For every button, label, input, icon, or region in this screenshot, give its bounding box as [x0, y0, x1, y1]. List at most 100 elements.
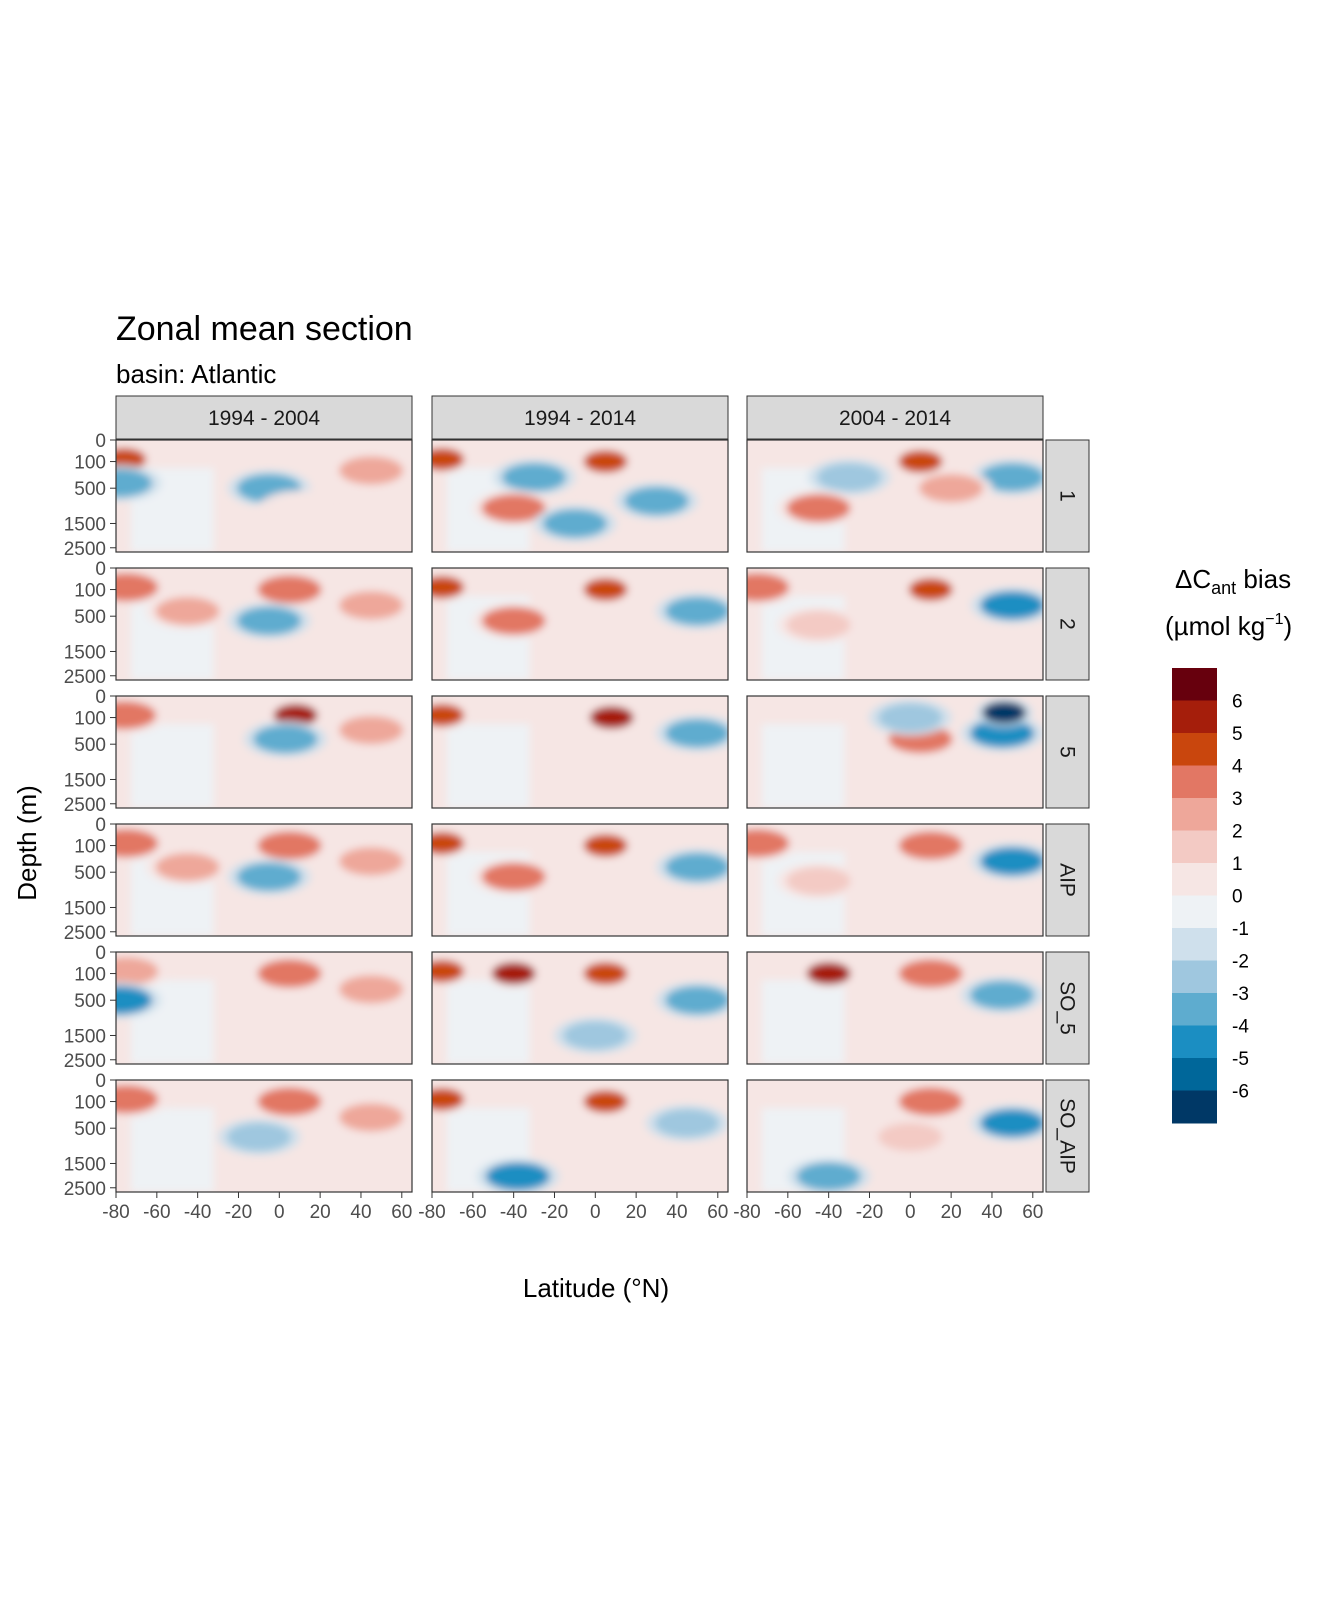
bias-feature — [116, 573, 159, 602]
x-tick-label: 20 — [310, 1202, 331, 1223]
x-tick-label: -40 — [815, 1202, 842, 1223]
x-tick-label: 40 — [666, 1202, 687, 1223]
panel-border — [746, 1079, 1044, 1193]
background-band — [446, 980, 530, 1064]
bias-feature — [747, 573, 790, 602]
panel-border — [746, 567, 1044, 681]
panel-border — [431, 439, 729, 553]
panel-border — [431, 823, 729, 937]
row-strip — [1045, 823, 1090, 937]
bias-feature — [919, 474, 984, 503]
y-tick-label: 1500 — [64, 770, 106, 791]
x-tick-label: -20 — [856, 1202, 883, 1223]
bias-feature — [980, 463, 1043, 492]
x-axis-title: Latitude (°N) — [523, 1273, 669, 1303]
panel-border — [115, 1079, 413, 1193]
bias-feature — [257, 575, 322, 604]
bias-feature — [257, 959, 322, 988]
bias-feature — [339, 456, 404, 485]
bias-feature — [665, 719, 728, 748]
x-tick-label: 0 — [274, 1202, 285, 1223]
facet-panel — [746, 439, 1044, 553]
y-tick-label: 0 — [95, 815, 106, 836]
bias-feature — [786, 494, 851, 523]
bias-feature — [339, 1103, 404, 1132]
y-tick-label: 500 — [74, 863, 106, 884]
bias-feature — [898, 1087, 963, 1116]
panel-border — [431, 951, 729, 1065]
panel-border — [746, 439, 1044, 553]
bias-feature — [583, 1090, 628, 1113]
legend-tick-label: 2 — [1232, 822, 1243, 843]
legend-tick-label: -3 — [1232, 984, 1249, 1005]
bias-feature — [563, 1021, 628, 1050]
bias-feature — [116, 829, 159, 858]
bias-feature — [665, 597, 728, 626]
legend-swatch — [1172, 1090, 1217, 1124]
column-strip — [115, 395, 413, 440]
y-tick-label: 100 — [74, 965, 106, 986]
legend-unit-prefix: (µmol kg — [1165, 611, 1265, 641]
legend-swatch — [1172, 798, 1217, 831]
bias-feature — [273, 704, 318, 727]
row-strip — [1045, 695, 1090, 809]
facet-grid: 1994 - 2004 1994 - 2014 2004 - 2014 1 2 5 AIP S… — [64, 395, 1090, 1223]
legend-swatch — [1172, 993, 1217, 1026]
bias-feature — [491, 962, 536, 985]
column-strip-label: 2004 - 2014 — [839, 407, 951, 430]
x-tick-label: -20 — [541, 1202, 568, 1223]
y-tick-label: 2500 — [64, 923, 106, 944]
y-axis-title: Depth (m) — [12, 785, 42, 901]
legend-tick-label: 3 — [1232, 789, 1243, 810]
y-tick-label: 1500 — [64, 642, 106, 663]
bias-feature — [583, 962, 628, 985]
legend-swatch — [1172, 830, 1217, 864]
y-tick-label: 100 — [74, 709, 106, 730]
legend-tick-label: -1 — [1232, 919, 1249, 940]
panel-border — [431, 695, 729, 809]
row-strip — [1045, 951, 1090, 1065]
column-strip — [746, 395, 1044, 440]
x-tick-label: -80 — [418, 1202, 445, 1223]
bias-feature — [589, 706, 634, 729]
legend-swatch — [1172, 1058, 1217, 1091]
x-tick-label: -40 — [500, 1202, 527, 1223]
legend-swatch — [1172, 895, 1217, 929]
bias-feature — [257, 1087, 322, 1116]
bias-feature — [786, 867, 851, 896]
legend-tick-label: -6 — [1232, 1082, 1249, 1103]
background-band — [761, 980, 845, 1064]
bias-feature — [817, 463, 882, 492]
bias-feature — [116, 957, 159, 986]
y-tick-label: 0 — [95, 943, 106, 964]
facet-panel — [115, 1079, 413, 1193]
facet-panel — [431, 695, 729, 809]
legend-swatch — [1172, 1025, 1217, 1059]
x-tick-label: 60 — [707, 1202, 728, 1223]
x-tick-label: -40 — [184, 1202, 211, 1223]
x-tick-label: -80 — [733, 1202, 760, 1223]
bias-feature — [980, 591, 1043, 620]
chart-title: Zonal mean section — [116, 310, 413, 348]
row-strip-label: 2 — [1056, 618, 1079, 630]
legend-unit-sup: −1 — [1265, 611, 1283, 628]
bias-feature — [155, 597, 220, 626]
bias-feature — [116, 986, 153, 1015]
bias-feature — [257, 831, 322, 860]
x-tick-label: 0 — [590, 1202, 601, 1223]
bias-feature — [583, 450, 628, 473]
y-tick-label: 0 — [95, 431, 106, 452]
legend-tick-label: 6 — [1232, 692, 1243, 713]
row-strip — [1045, 567, 1090, 681]
y-tick-label: 500 — [74, 607, 106, 628]
bias-feature — [432, 448, 465, 471]
legend-swatch — [1172, 863, 1217, 896]
y-tick-label: 100 — [74, 837, 106, 858]
facet-panel — [746, 1079, 1044, 1193]
bias-feature — [898, 959, 963, 988]
bias-feature — [481, 494, 546, 523]
bias-feature — [970, 981, 1035, 1010]
facet-panel — [115, 951, 413, 1065]
y-tick-label: 2500 — [64, 667, 106, 688]
bias-feature — [980, 847, 1043, 876]
